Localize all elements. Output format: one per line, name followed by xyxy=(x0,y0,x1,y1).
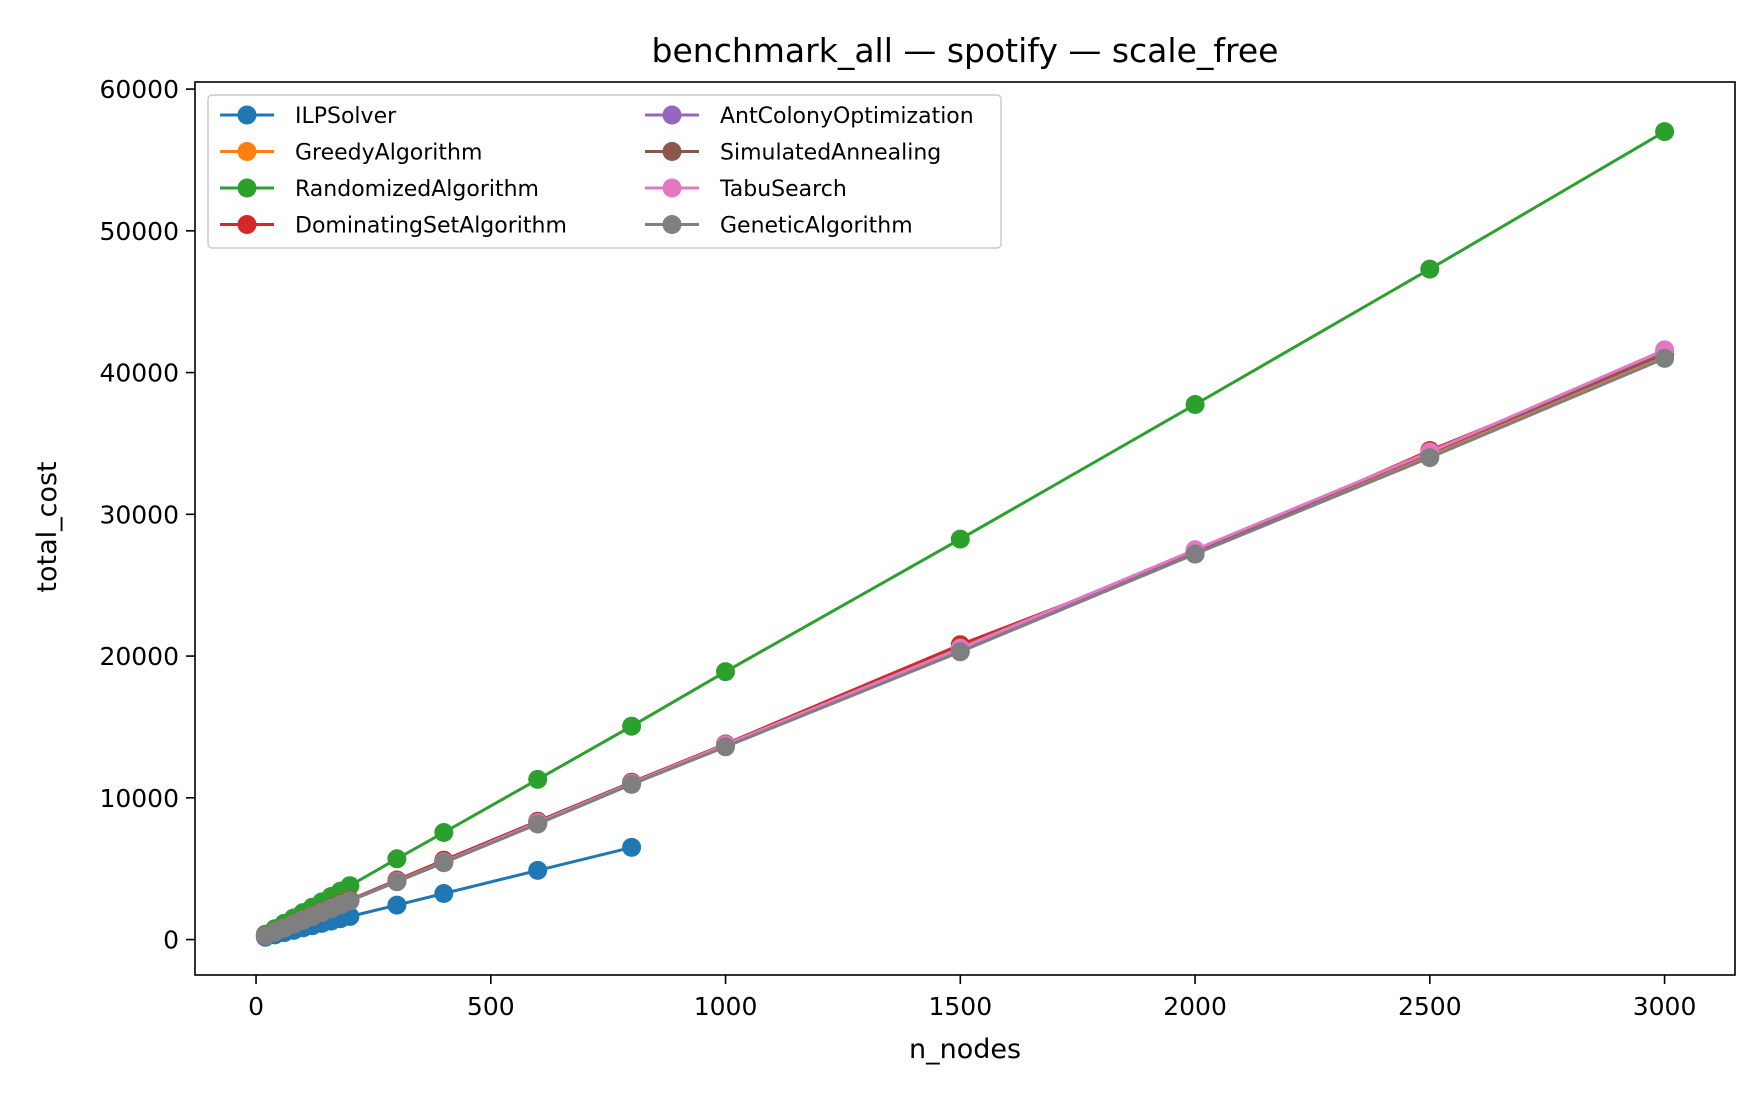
data-point xyxy=(387,872,407,892)
data-point xyxy=(528,769,548,789)
x-axis-label: n_nodes xyxy=(909,1034,1021,1065)
x-tick-label: 500 xyxy=(467,992,515,1021)
axes-frame xyxy=(194,81,1736,976)
y-tick-label: 10000 xyxy=(99,784,179,813)
y-tick-label: 20000 xyxy=(99,642,179,671)
data-point xyxy=(340,891,360,911)
data-point xyxy=(1420,259,1440,279)
data-point xyxy=(340,876,360,896)
series-GeneticAlgorithm xyxy=(255,348,1675,946)
legend-label: SimulatedAnnealing xyxy=(720,141,941,166)
legend-label: RandomizedAlgorithm xyxy=(295,177,539,202)
data-point xyxy=(528,860,548,880)
y-tick-label: 60000 xyxy=(99,75,179,104)
data-point xyxy=(622,716,642,736)
x-tick-label: 0 xyxy=(248,992,264,1021)
data-point xyxy=(434,823,454,842)
legend-label: AntColonyOptimization xyxy=(720,104,974,129)
data-point xyxy=(1655,122,1675,142)
legend-marker xyxy=(237,105,257,125)
y-axis-label: total_cost xyxy=(32,461,63,592)
legend-marker xyxy=(662,178,682,198)
data-point xyxy=(434,884,454,903)
legend-marker xyxy=(662,215,682,234)
y-tick-label: 30000 xyxy=(99,500,179,529)
legend-entry: AntColonyOptimization xyxy=(645,104,974,129)
legend-entry: RandomizedAlgorithm xyxy=(220,177,539,202)
data-point xyxy=(622,774,642,794)
legend-entry: ILPSolver xyxy=(220,104,397,129)
chart-title: benchmark_all — spotify — scale_free xyxy=(652,31,1279,70)
legend-label: GeneticAlgorithm xyxy=(720,214,913,239)
legend-entry: SimulatedAnnealing xyxy=(645,141,941,166)
data-point xyxy=(1420,448,1440,468)
data-point xyxy=(387,849,407,869)
data-point xyxy=(387,895,407,915)
x-tick-label: 1000 xyxy=(694,992,758,1021)
data-point xyxy=(528,814,548,834)
data-point xyxy=(950,642,970,662)
legend-marker xyxy=(662,105,682,125)
x-tick-label: 3000 xyxy=(1633,992,1697,1021)
legend-box xyxy=(207,94,1002,249)
data-point xyxy=(716,737,735,757)
data-point xyxy=(950,529,970,549)
legend-marker xyxy=(237,178,257,198)
legend-entry: GreedyAlgorithm xyxy=(220,141,482,166)
legend-marker xyxy=(662,142,682,161)
plot-area: 0 500 1000 1500 2000 2500 30000100002000030000… xyxy=(99,75,1736,1021)
legend-entry: TabuSearch xyxy=(645,177,847,202)
legend-entry: GeneticAlgorithm xyxy=(645,214,913,239)
legend-label: GreedyAlgorithm xyxy=(295,141,482,166)
data-point xyxy=(1185,395,1205,414)
x-tick-label: 2500 xyxy=(1398,992,1462,1021)
data-point xyxy=(1655,348,1675,368)
data-point xyxy=(434,853,454,873)
legend: ILPSolver GreedyAlgorithm RandomizedAlgori… xyxy=(207,94,1002,249)
data-point xyxy=(716,662,735,682)
y-tick-label: 40000 xyxy=(99,359,179,388)
x-tick-label: 2000 xyxy=(1163,992,1227,1021)
legend-marker xyxy=(237,215,257,234)
legend-label: ILPSolver xyxy=(295,104,397,129)
data-point xyxy=(622,837,642,857)
data-point xyxy=(1185,544,1205,564)
legend-label: TabuSearch xyxy=(719,177,847,202)
y-tick-label: 0 xyxy=(163,926,179,955)
x-tick-label: 1500 xyxy=(928,992,992,1021)
y-tick-label: 50000 xyxy=(99,217,179,246)
legend-label: DominatingSetAlgorithm xyxy=(295,214,567,239)
legend-entry: DominatingSetAlgorithm xyxy=(220,214,567,239)
legend-marker xyxy=(237,142,257,161)
